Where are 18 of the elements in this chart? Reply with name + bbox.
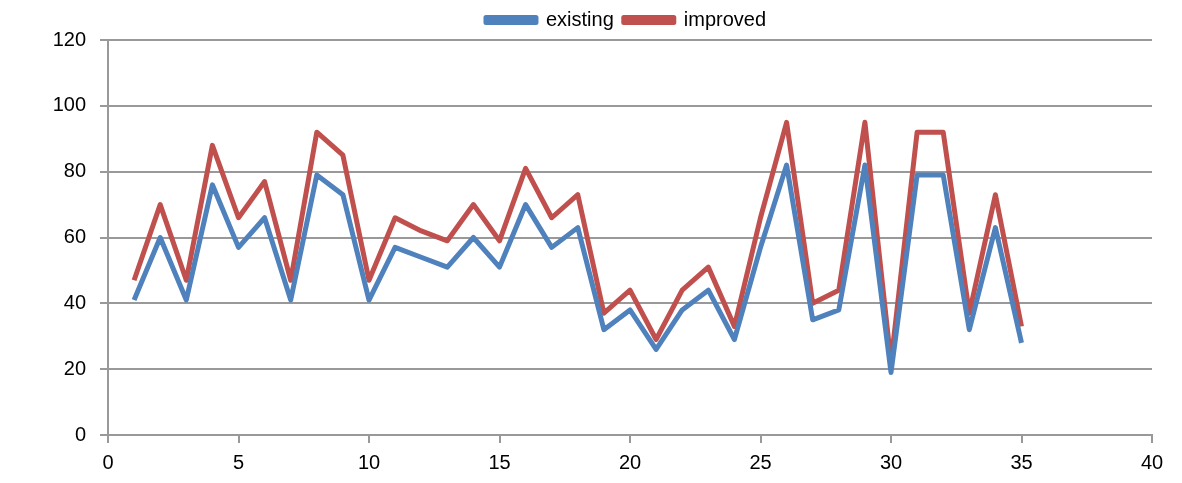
x-tick-label: 10: [357, 451, 381, 473]
y-tick-label: 20: [63, 356, 86, 379]
x-tick-label: 5: [232, 451, 245, 473]
legend-label: improved: [683, 7, 767, 30]
y-tick-label: 80: [63, 159, 86, 182]
x-tick-label: 0: [102, 451, 114, 473]
x-tick-label: 30: [879, 451, 903, 473]
y-tick-label: 120: [52, 27, 87, 50]
legend-label: existing: [545, 7, 614, 30]
x-tick-label: 15: [488, 451, 511, 473]
x-tick-label: 40: [1140, 451, 1164, 473]
x-tick-label: 35: [1010, 451, 1033, 473]
y-tick-label: 100: [52, 93, 87, 116]
x-tick-label: 20: [618, 451, 642, 473]
x-tick-label: 25: [749, 451, 772, 473]
y-tick-label: 60: [63, 225, 86, 248]
y-tick-label: 0: [74, 422, 86, 445]
y-tick-label: 40: [63, 290, 86, 313]
